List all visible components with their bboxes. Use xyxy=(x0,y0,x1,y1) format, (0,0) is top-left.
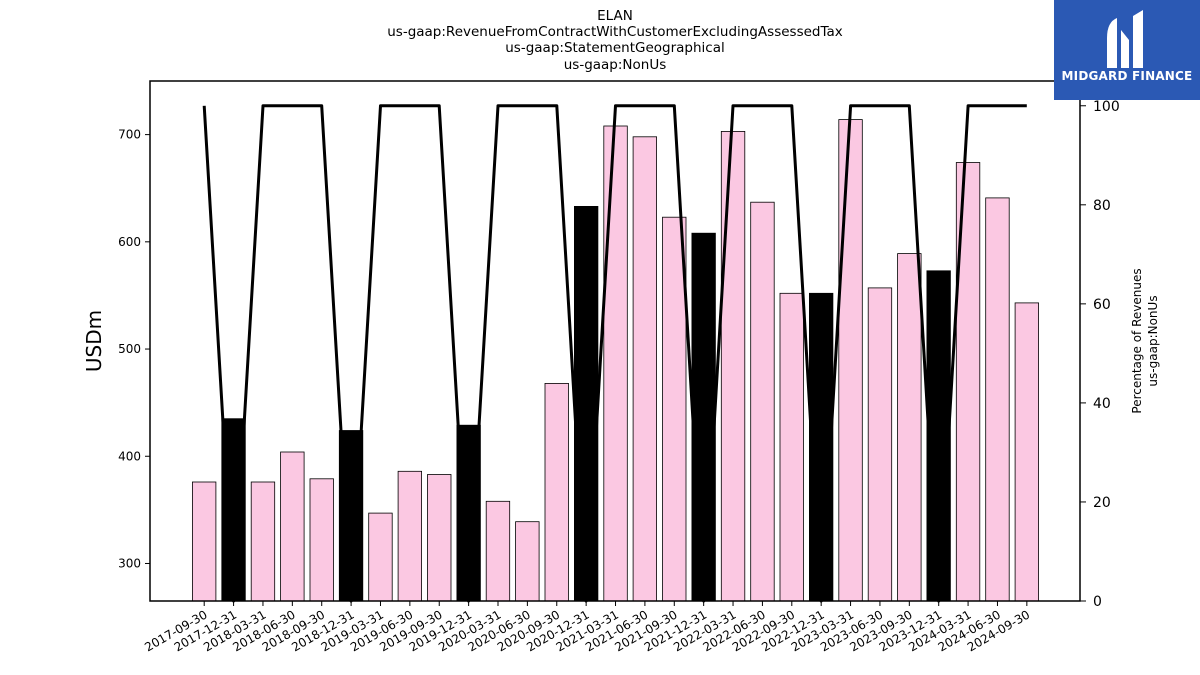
y-right-tick-label: 40 xyxy=(1093,396,1111,412)
bar-series xyxy=(191,119,1039,602)
title-line: ELAN xyxy=(597,8,633,24)
y-right-tick-label: 60 xyxy=(1093,297,1111,313)
bar xyxy=(926,270,951,602)
y-axis-left-label: USDm xyxy=(82,310,106,372)
bar xyxy=(191,481,217,602)
y-axis-right-label-line1: Percentage of Revenues xyxy=(1130,268,1144,413)
bar xyxy=(368,512,393,602)
bar xyxy=(897,253,922,602)
bar xyxy=(250,481,276,602)
y-right-tick-label: 80 xyxy=(1093,198,1111,214)
bar xyxy=(427,474,452,602)
bar xyxy=(662,216,687,602)
bar xyxy=(1014,302,1039,602)
y-right-tick-label: 0 xyxy=(1093,594,1102,610)
y-right-tick-label: 100 xyxy=(1093,99,1120,115)
y-left-tick-label: 700 xyxy=(118,128,141,142)
y-left-tick-label: 300 xyxy=(118,556,141,570)
bar xyxy=(779,292,804,602)
bar xyxy=(691,232,716,602)
logo-text: MIDGARD FINANCE xyxy=(1061,69,1193,83)
bar xyxy=(574,205,599,602)
bar xyxy=(485,500,511,602)
y-left-tick-label: 600 xyxy=(118,235,141,249)
y-right-tick-label: 20 xyxy=(1093,495,1111,511)
title-line: us-gaap:StatementGeographical xyxy=(505,40,724,56)
y-axis-right-label-line2: us-gaap:NonUs xyxy=(1146,295,1160,386)
bar xyxy=(838,119,863,602)
bar xyxy=(750,201,775,602)
y-left-tick-label: 500 xyxy=(118,342,141,356)
bar xyxy=(985,197,1010,602)
line-path xyxy=(202,104,1027,603)
company-logo: MIDGARD FINANCE xyxy=(1054,0,1200,100)
y-left-tick-label: 400 xyxy=(118,449,141,463)
bar xyxy=(515,521,540,602)
bar xyxy=(632,136,657,602)
bar xyxy=(603,125,628,602)
bar xyxy=(720,130,746,602)
bar xyxy=(867,287,893,602)
chart-title: ELAN us-gaap:RevenueFromContractWithCust… xyxy=(387,8,843,73)
logo-mark-icon xyxy=(1107,10,1143,68)
plot-frame xyxy=(149,80,1081,602)
title-line: us-gaap:RevenueFromContractWithCustomerE… xyxy=(387,24,843,40)
bar xyxy=(280,451,305,602)
bar xyxy=(309,478,334,602)
title-line: us-gaap:NonUs xyxy=(564,57,667,73)
bar xyxy=(544,382,569,602)
bar xyxy=(397,470,423,602)
line-series xyxy=(202,104,1027,603)
